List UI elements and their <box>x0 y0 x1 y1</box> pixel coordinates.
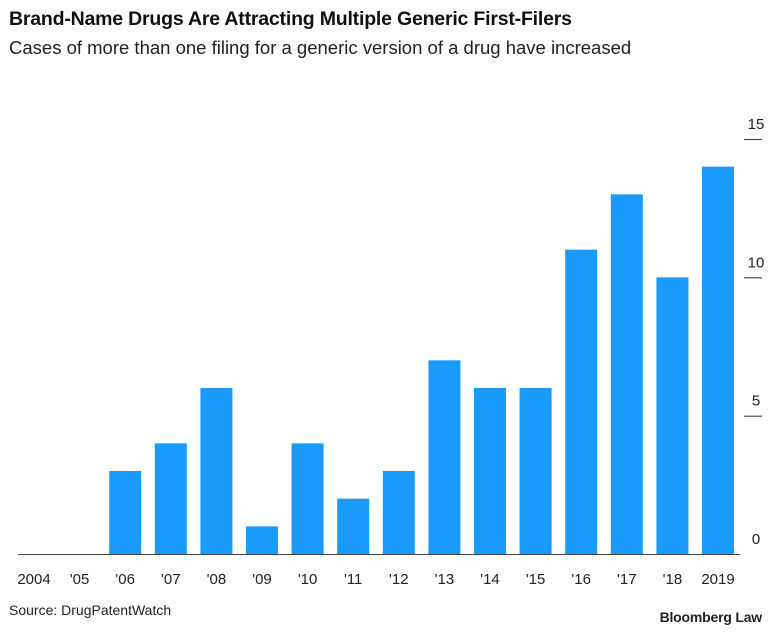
x-tick-label: 2004 <box>17 571 50 588</box>
x-tick-label: '11 <box>344 571 362 588</box>
source-note: Source: DrugPatentWatch <box>9 602 172 618</box>
bar-10 <box>474 388 506 554</box>
chart-subtitle: Cases of more than one filing for a gene… <box>9 37 632 58</box>
bar-7 <box>337 498 370 554</box>
x-tick-label: '08 <box>207 571 227 588</box>
x-tick-label: '12 <box>389 571 409 588</box>
bar-2 <box>109 471 142 554</box>
x-tick-label: 2019 <box>701 571 734 588</box>
x-tick-label: '10 <box>298 571 318 588</box>
x-tick-label: '14 <box>480 571 500 588</box>
bar-6 <box>291 443 324 554</box>
x-tick-label: '06 <box>115 571 135 588</box>
bar-5 <box>246 526 278 554</box>
x-tick-label: '07 <box>161 571 181 588</box>
x-tick-label: '15 <box>526 571 546 588</box>
bar-15 <box>702 166 734 554</box>
bar-9 <box>428 360 461 554</box>
bar-8 <box>382 471 415 554</box>
y-tick-label: 5 <box>752 393 760 410</box>
y-tick-label: 0 <box>752 531 760 548</box>
bar-4 <box>200 388 233 554</box>
x-tick-label: '09 <box>252 571 272 588</box>
bar-3 <box>154 443 187 554</box>
bar-12 <box>565 249 598 554</box>
bar-13 <box>610 194 643 555</box>
y-tick-label: 15 <box>748 116 765 133</box>
bar-11 <box>519 388 552 554</box>
x-tick-label: '16 <box>571 571 591 588</box>
chart-title: Brand-Name Drugs Are Attracting Multiple… <box>9 8 572 30</box>
x-tick-label: '05 <box>70 571 90 588</box>
x-tick-label: '18 <box>663 571 683 588</box>
y-tick-label: 10 <box>748 254 765 271</box>
bar-14 <box>656 277 689 554</box>
brand-logo: Bloomberg Law <box>659 609 763 625</box>
x-tick-label: '13 <box>435 571 455 588</box>
x-tick-label: '17 <box>617 571 637 588</box>
